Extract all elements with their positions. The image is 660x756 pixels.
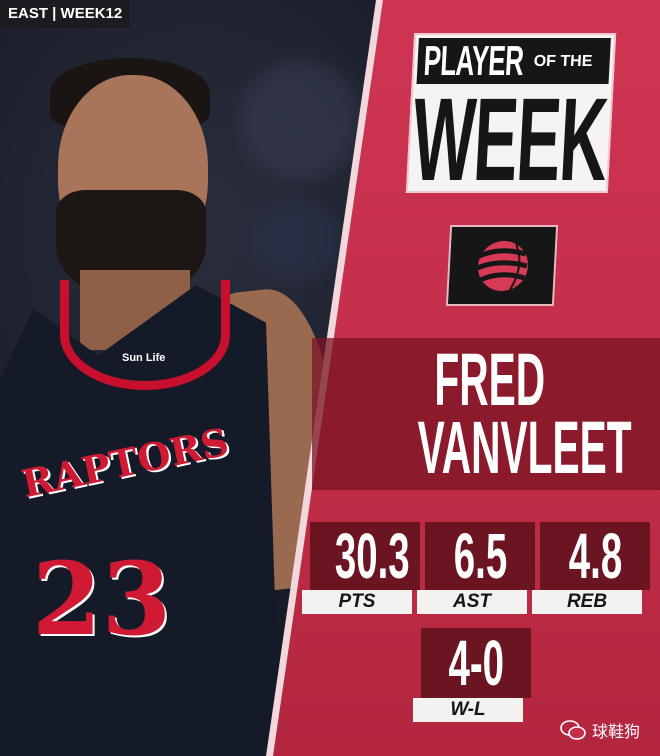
title-week: WEEK	[409, 74, 611, 206]
stat-label: W-L	[413, 698, 523, 722]
stat-label: AST	[417, 590, 527, 614]
stat-label: PTS	[302, 590, 412, 614]
stat-wl: 4-0 W-L	[413, 627, 531, 722]
watermark: 球鞋狗	[560, 718, 640, 742]
title-of-the: OF THE	[533, 52, 593, 70]
wechat-icon	[560, 720, 586, 740]
stat-value: 30.3	[334, 520, 410, 592]
jersey-number: 23	[32, 540, 172, 658]
stat-pts: 30.3 PTS	[302, 520, 420, 614]
raptors-logo	[445, 225, 559, 306]
stat-ast: 6.5 AST	[417, 520, 535, 614]
stat-value: 6.5	[453, 520, 507, 592]
stat-label: REB	[532, 590, 642, 614]
player-first-name: FRED	[434, 338, 546, 421]
watermark-text: 球鞋狗	[592, 722, 641, 741]
stat-value: 4-0	[448, 627, 504, 699]
conference-week-tag: EAST | WEEK12	[0, 0, 131, 28]
player-last-name: VANVLEET	[417, 406, 632, 489]
jersey-collar-trim	[60, 280, 230, 390]
raptors-ball-icon	[471, 240, 529, 291]
player-name-band	[312, 338, 660, 490]
stat-reb: 4.8 REB	[532, 520, 650, 614]
jersey-sponsor: Sun Life	[122, 352, 166, 364]
player-of-the-week-title: PLAYER OF THE WEEK	[405, 33, 617, 206]
stat-value: 4.8	[568, 520, 622, 592]
